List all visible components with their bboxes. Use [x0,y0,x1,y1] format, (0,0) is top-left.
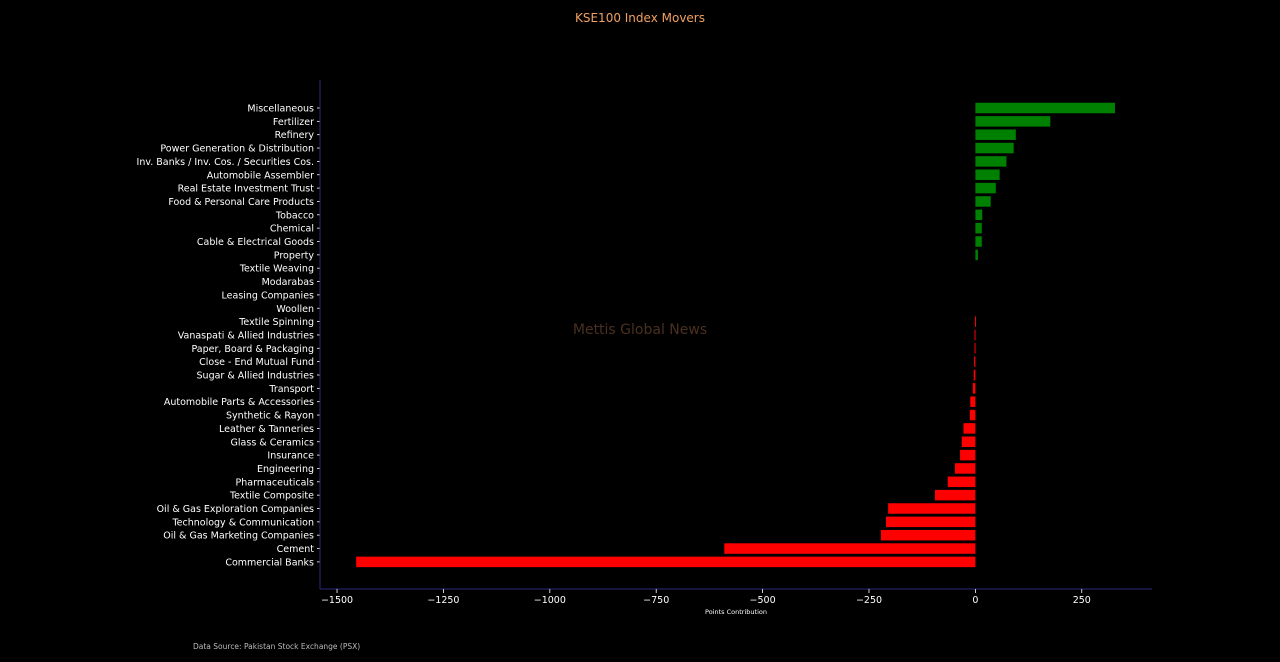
category-label: Automobile Assembler [207,170,314,181]
bar [975,209,983,221]
x-tick-label: −250 [856,595,882,606]
category-label: Refinery [275,130,315,141]
category-label: Textile Composite [229,491,314,502]
category-label: Miscellaneous [247,104,314,115]
category-label: Oil & Gas Exploration Companies [157,504,314,515]
category-label: Property [274,250,315,261]
x-tick-label: 0 [972,595,978,606]
bar [975,116,1051,127]
watermark: Mettis Global News [573,322,707,338]
x-tick-label: −1000 [534,595,566,606]
chart-title: KSE100 Index Movers [575,11,705,25]
bar [974,343,976,354]
bar [960,449,976,461]
bar [975,102,1115,114]
category-label: Engineering [257,464,314,475]
category-label: Glass & Ceramics [231,437,314,448]
category-label: Automobile Parts & Accessories [164,397,314,408]
category-label: Textile Weaving [239,264,314,275]
bar [963,423,976,434]
bar [888,503,976,514]
bar [974,356,976,367]
bar [975,129,1016,140]
category-label: Transport [268,384,314,395]
x-tick-label: 250 [1073,595,1091,606]
category-label: Leather & Tanneries [219,424,314,435]
category-labels: Miscellaneous Fertilizer Refinery Power Gen… [137,104,320,568]
bar [961,436,976,447]
x-axis-label: Points Contribution [705,608,767,616]
x-tick-label: −1250 [427,595,459,606]
category-label: Fertilizer [273,117,314,128]
category-label: Food & Personal Care Products [168,197,314,208]
bar [969,409,976,421]
bar [880,529,976,541]
category-label: Real Estate Investment Trust [178,184,315,195]
x-tick-label: −750 [643,595,669,606]
bar [934,489,976,501]
category-label: Oil & Gas Marketing Companies [163,531,314,542]
bar [356,556,976,568]
category-label: Pharmaceuticals [236,477,315,488]
category-label: Commercial Banks [225,557,314,568]
bar [954,463,976,474]
category-label: Cement [277,544,315,555]
category-label: Paper, Board & Packaging [191,344,314,355]
bar [886,516,976,528]
category-label: Textile Spinning [238,317,314,328]
bar [975,182,996,194]
category-label: Insurance [267,451,314,462]
bar [975,236,982,247]
category-label: Sugar & Allied Industries [197,371,315,382]
category-label: Synthetic & Rayon [226,411,314,422]
source-note: Data Source: Pakistan Stock Exchange (PS… [193,642,360,651]
bar [975,169,1000,180]
category-label: Vanaspati & Allied Industries [178,330,314,341]
bar [975,156,1007,167]
category-label: Technology & Communication [171,517,314,528]
bar [975,222,982,234]
category-label: Chemical [270,224,314,235]
category-label: Tobacco [275,210,314,221]
bars-group [356,102,1115,568]
x-tick-label: −500 [750,595,776,606]
category-label: Inv. Banks / Inv. Cos. / Securities Cos. [137,157,314,168]
bar [974,329,976,341]
bar [973,369,976,381]
bar [724,543,976,554]
x-tick-label: −1500 [321,595,353,606]
category-label: Power Generation & Distribution [160,144,314,155]
bar [974,316,976,327]
bar [975,196,991,207]
category-label: Woollen [276,304,314,315]
bar [970,396,976,407]
category-label: Modarabas [262,277,314,288]
category-label: Close - End Mutual Fund [199,357,314,368]
bar [975,142,1014,154]
bar [947,476,976,488]
bar [975,249,978,261]
category-label: Cable & Electrical Goods [197,237,314,248]
x-ticks: −1500 −1250 −1000 −750 −500 −250 0 250 [321,589,1091,606]
bar [972,383,976,394]
category-label: Leasing Companies [222,290,315,301]
